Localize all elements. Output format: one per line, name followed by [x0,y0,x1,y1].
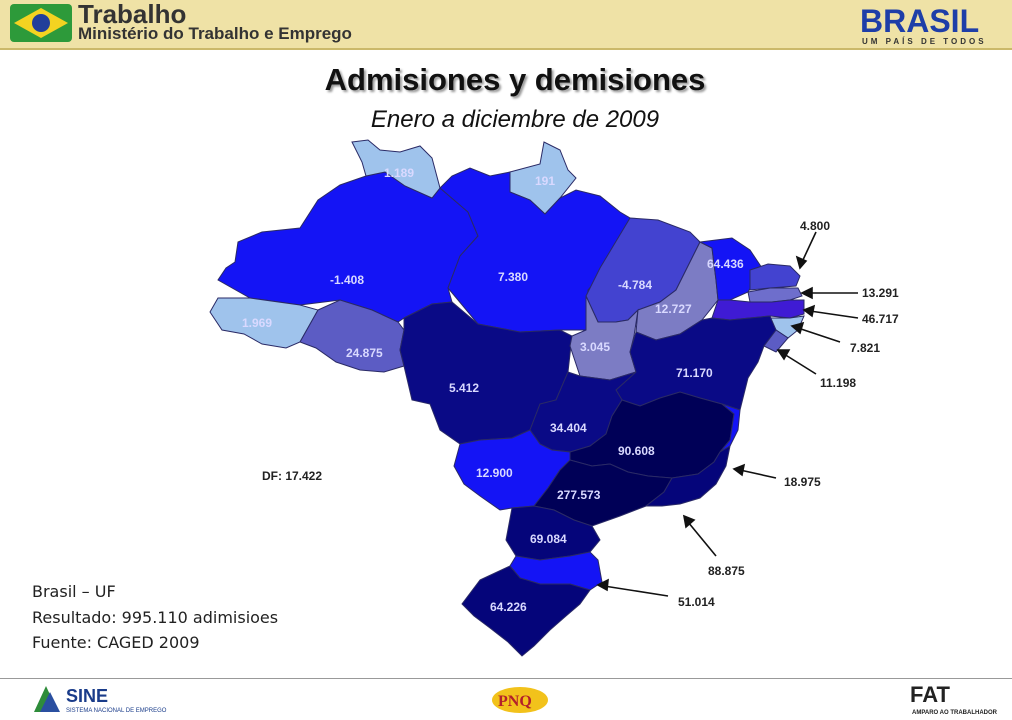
callout-es: 18.975 [784,475,821,489]
arrow-sc-head [596,578,609,592]
callout-rn: 4.800 [800,219,831,233]
brasil-logo-text: BRASIL [860,3,979,39]
label-to: 3.045 [580,340,611,354]
state-rs [461,565,591,657]
info-scope: Brasil – UF [32,582,116,601]
arrow-al [797,327,841,343]
label-am: -1.408 [330,273,365,287]
arrow-es [739,469,777,479]
label-go: 34.404 [550,421,587,435]
label-pi: 12.727 [655,302,692,316]
brazil-flag-logo-icon [10,4,72,42]
state-rj [644,444,731,507]
fat-logo-icon: FAT AMPARO AO TRABALHADOR [910,682,998,716]
arrow-pe-head [802,304,816,318]
ministry-subtitle: Ministério do Trabalho e Emprego [78,24,352,43]
label-sp: 277.573 [557,488,601,502]
label-ce: 64.436 [707,257,744,271]
info-source: Fuente: CAGED 2009 [32,633,200,652]
label-ba: 71.170 [676,366,713,380]
callout-pb: 13.291 [862,286,899,300]
pnq-logo-icon: PNQ [492,687,548,713]
arrow-rn-head [795,255,808,270]
state-pa [439,167,631,333]
label-mt: 5.412 [449,381,480,395]
arrow-se [783,353,817,375]
callout-se: 11.198 [820,376,857,390]
callout-pe: 46.717 [862,312,899,326]
label-ma: -4.784 [618,278,653,292]
arrow-rn [801,231,817,263]
pnq-text: PNQ [498,693,532,710]
label-rs: 64.226 [490,600,527,614]
brasil-logo-icon: BRASIL UM PAÍS DE TODOS [860,3,987,46]
label-pr: 69.084 [530,532,567,546]
arrow-rj [687,521,717,557]
state-rn [749,263,801,291]
ministry-title: Trabalho [78,0,187,29]
label-ap: 191 [535,174,556,188]
label-ms: 12.900 [476,466,513,480]
arrow-se-head [776,349,791,361]
sine-logo-icon: SINE SISTEMA NACIONAL DE EMPREGO [34,686,167,714]
fat-subtext: AMPARO AO TRABALHADOR [912,710,998,716]
label-mg: 90.608 [618,444,655,458]
callout-rj: 88.875 [708,564,745,578]
arrow-es-head [732,463,746,477]
label-rr: 1.189 [384,166,415,180]
fat-text: FAT [910,682,950,707]
label-ac: 1.969 [242,316,273,330]
page-subtitle: Enero a diciembre de 2009 [370,106,660,133]
sine-subtext: SISTEMA NACIONAL DE EMPREGO [66,708,167,714]
brasil-logo-sub: UM PAÍS DE TODOS [862,37,987,46]
arrow-al-head [790,321,805,335]
state-ce [698,237,763,301]
header-bar: Trabalho Ministério do Trabalho e Empreg… [0,0,1012,50]
sine-text: SINE [66,686,108,706]
arrow-pe [809,310,859,319]
arrow-rj-head [682,514,696,529]
state-pr [505,505,601,561]
page-title: Admisiones y demisiones [324,62,706,97]
callout-sc: 51.014 [678,595,715,609]
callout-al: 7.821 [850,341,881,355]
label-pa: 7.380 [498,270,529,284]
arrow-pb-head [800,286,813,300]
callout-df: DF: 17.422 [262,469,323,483]
arrow-sc [603,585,669,597]
label-ro: 24.875 [346,346,383,360]
footer-divider [0,678,1012,679]
info-result: Resultado: 995.110 adimisioes [32,608,279,627]
